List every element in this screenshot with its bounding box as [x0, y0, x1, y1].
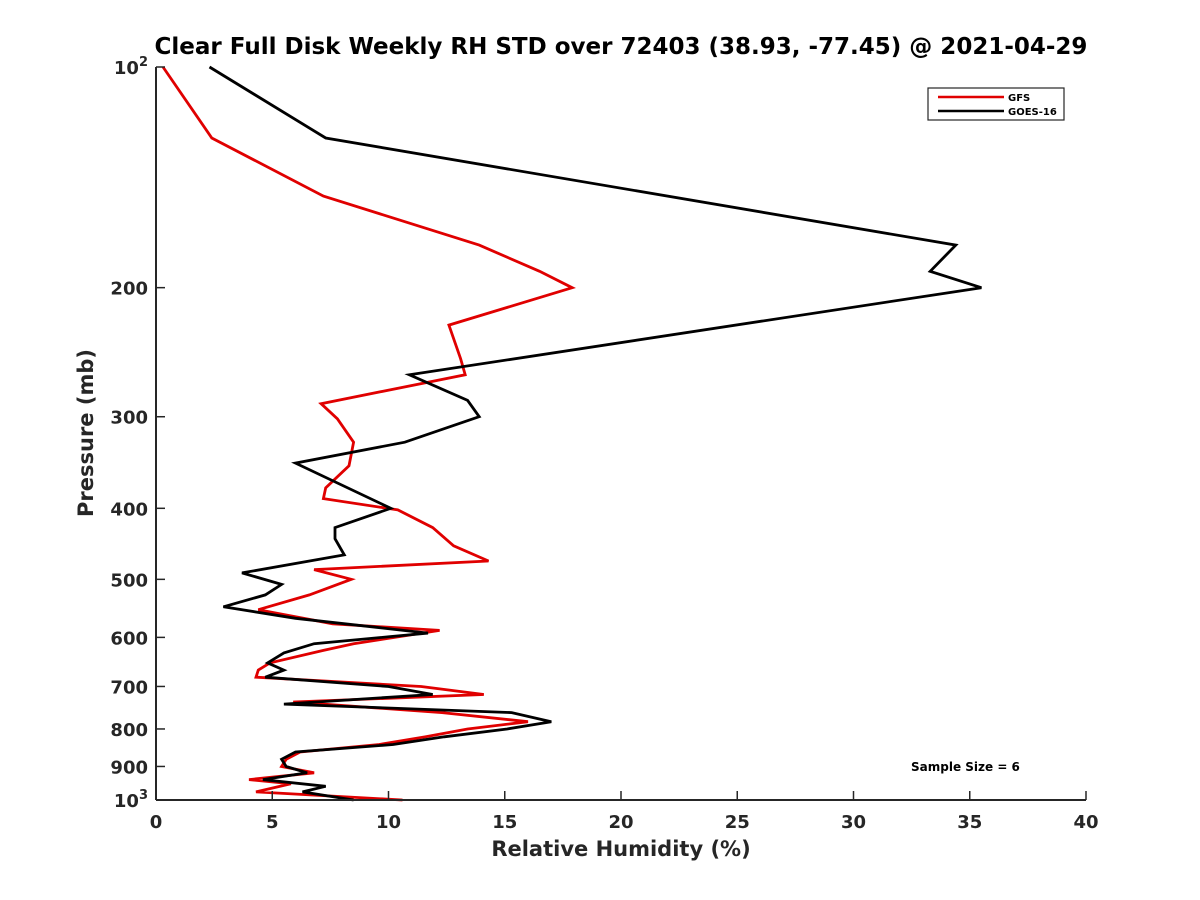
y-axis-label: Pressure (mb) [74, 349, 98, 517]
x-tick-label: 20 [608, 812, 633, 833]
y-tick-label: 200 [110, 279, 148, 300]
plot-background [156, 67, 1086, 800]
y-tick-label: 800 [110, 720, 148, 741]
x-tick-label: 15 [492, 812, 517, 833]
y-tick-label: 103 [114, 788, 148, 812]
x-tick-label: 30 [841, 812, 866, 833]
y-tick-label: 600 [110, 628, 148, 649]
x-tick-label: 5 [266, 812, 279, 833]
y-tick-label: 700 [110, 677, 148, 698]
chart-title: Clear Full Disk Weekly RH STD over 72403… [155, 34, 1088, 60]
series-line-goes16 [208, 65, 982, 802]
x-tick-label: 40 [1073, 812, 1098, 833]
legend-label-gfs: GFS [1008, 93, 1030, 104]
x-tick-label: 35 [957, 812, 982, 833]
y-tick-label: 300 [110, 408, 148, 429]
y-tick-label: 900 [110, 757, 148, 778]
y-tick-label: 102 [114, 55, 148, 79]
x-tick-group: 0 5 10 15 20 25 30 35 40 [150, 791, 1099, 833]
sample-size-annotation: Sample Size = 6 [911, 760, 1020, 774]
x-axis-label: Relative Humidity (%) [491, 837, 750, 861]
y-tick-label: 400 [110, 499, 148, 520]
y-tick-label: 500 [110, 570, 148, 591]
x-tick-label: 10 [376, 812, 401, 833]
legend-box [927, 87, 1065, 121]
x-tick-label: 25 [725, 812, 750, 833]
legend-label-goes16: GOES-16 [1008, 107, 1057, 118]
series-layer [161, 65, 982, 802]
y-tick-group: 102 200 300 400 500 600 700 800 900 103 [110, 55, 165, 812]
x-tick-label: 0 [150, 812, 163, 833]
legend: GFS GOES-16 [927, 87, 1065, 121]
